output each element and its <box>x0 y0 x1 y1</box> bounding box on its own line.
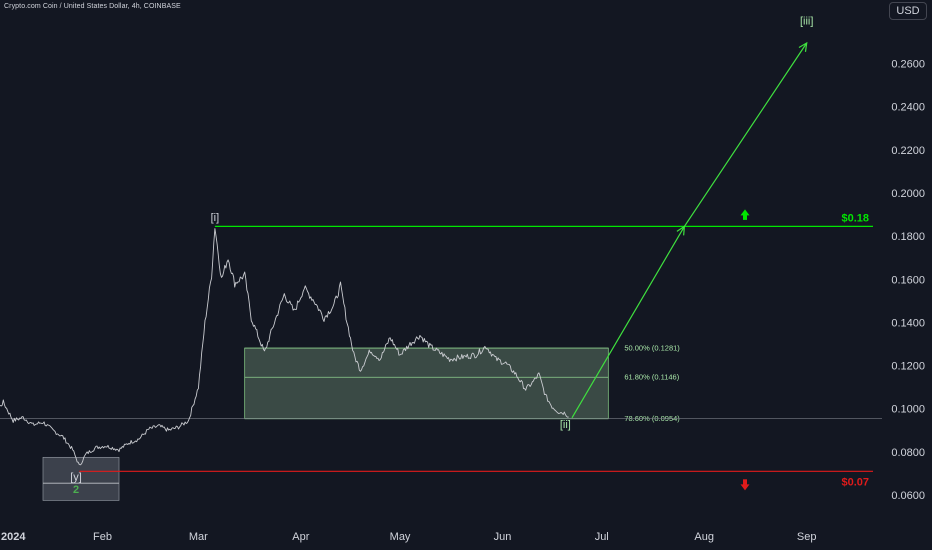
wave-label: [ii] <box>560 419 571 431</box>
y-tick-label: 0.2400 <box>891 102 925 114</box>
projection-arrowhead <box>676 225 686 236</box>
x-tick-label: Aug <box>694 531 714 543</box>
level-label: $0.18 <box>841 212 869 224</box>
wave-label: [i] <box>211 212 220 224</box>
arrow-down-stem <box>743 479 747 485</box>
y-tick-label: 0.1600 <box>891 274 925 286</box>
projection-arrowhead <box>798 41 808 52</box>
x-tick-label: Jun <box>494 531 512 543</box>
x-tick-label: Mar <box>189 531 208 543</box>
series-group <box>0 228 569 466</box>
y-tick-label: 0.2600 <box>891 58 925 70</box>
x-tick-label: May <box>390 531 411 543</box>
arrow-up-icon <box>740 209 750 216</box>
levels-group: $0.18 $0.07 <box>0 209 882 491</box>
y-tick-label: 0.1400 <box>891 317 925 329</box>
y-tick-label: 0.0600 <box>891 490 925 502</box>
currency-button[interactable]: USD <box>889 2 927 20</box>
x-tick-label: Feb <box>93 531 112 543</box>
arrow-down-icon <box>740 484 750 491</box>
fib-level-label: 61.80% (0.1146) <box>624 373 679 382</box>
y-axis: 0.0600 0.0800 0.1000 0.1200 0.1400 0.1600 0.18… <box>891 58 925 502</box>
wave-label: 2 <box>73 484 79 496</box>
y-tick-label: 0.1200 <box>891 361 925 373</box>
chart-title: Crypto.com Coin / United States Dollar, … <box>4 3 181 10</box>
level-label: $0.07 <box>841 476 869 488</box>
y-tick-label: 0.1800 <box>891 231 925 243</box>
y-tick-label: 0.2000 <box>891 188 925 200</box>
y-tick-label: 0.2200 <box>891 145 925 157</box>
price-series-line <box>0 228 569 466</box>
y-tick-label: 0.1000 <box>891 404 925 416</box>
wave-label: [y] <box>70 471 82 483</box>
x-tick-label: Apr <box>292 531 309 543</box>
wave-labels-group: [i] [ii] [iii] [y]2 <box>70 16 813 496</box>
y-tick-label: 0.0800 <box>891 447 925 459</box>
projection-group <box>571 41 808 419</box>
x-tick-label: Jul <box>595 531 609 543</box>
x-axis: 2024 Feb Mar Apr May Jun Jul Aug Sep <box>1 531 817 543</box>
fib-zone <box>244 347 609 420</box>
wave-label: [iii] <box>800 16 813 28</box>
x-tick-label: 2024 <box>1 531 26 543</box>
x-tick-label: Sep <box>797 531 817 543</box>
fib-level-label: 50.00% (0.1281) <box>624 344 680 353</box>
arrow-up-stem <box>743 214 747 220</box>
